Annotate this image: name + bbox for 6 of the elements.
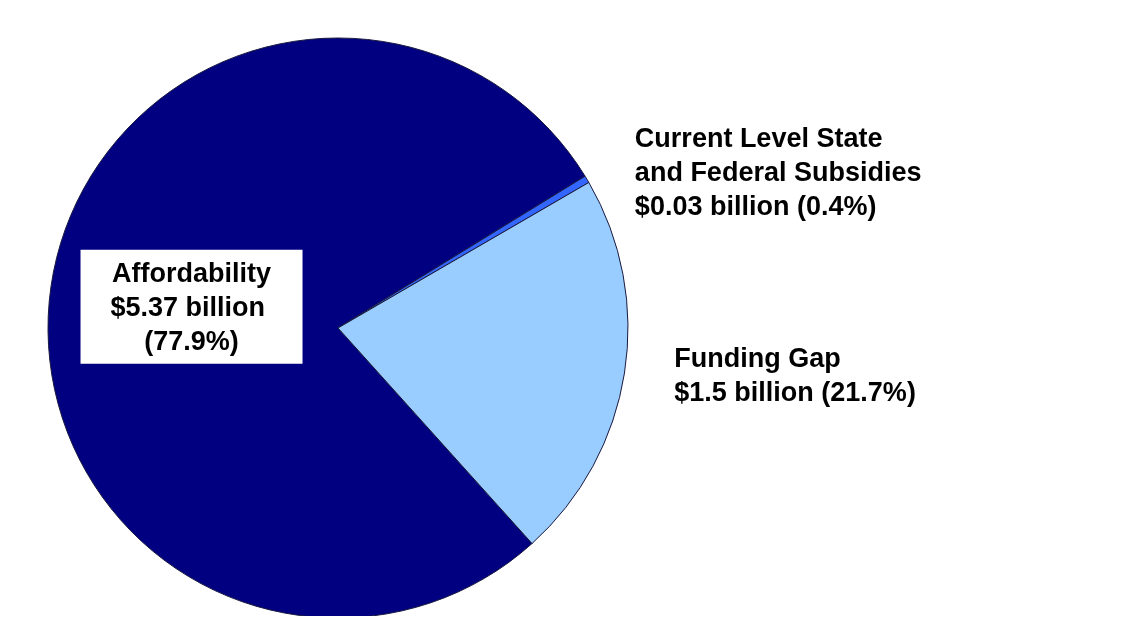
data-label: $0.03 billion (0.4%) (634, 190, 877, 221)
data-label: $5.37 billion (77.9%) (110, 291, 273, 356)
data-label: $1.5 billion (21.7%) (674, 377, 916, 408)
slice-label: Funding Gap (674, 343, 841, 374)
slice-label: Current Level State and Federal Subsidies (634, 122, 922, 187)
slice-label: Affordability (112, 257, 272, 288)
